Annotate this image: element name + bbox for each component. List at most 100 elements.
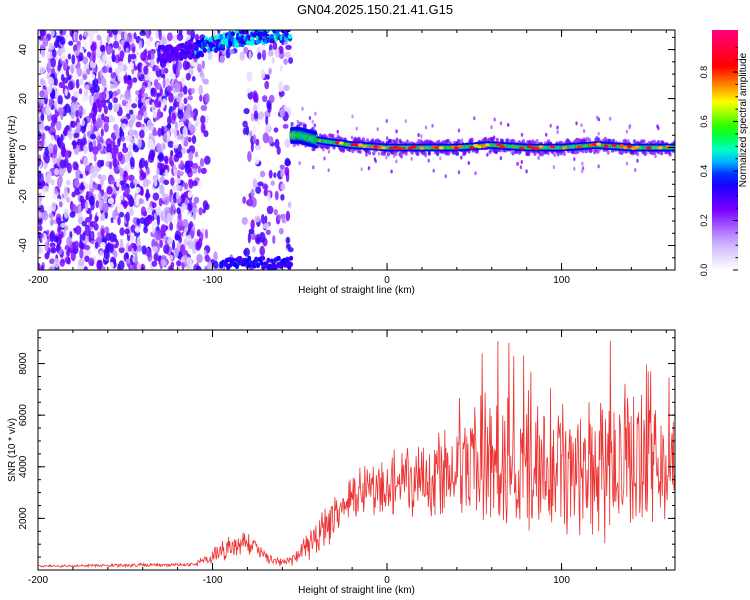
colorbar-tick-label: 0.0	[699, 264, 709, 277]
ridge-streak	[556, 125, 559, 130]
ridge-streak	[486, 152, 489, 157]
noise-blob	[96, 34, 101, 41]
noise-blob	[243, 247, 250, 257]
noise-blob	[177, 92, 184, 98]
ridge-streak	[545, 132, 548, 137]
noise-blob	[82, 56, 88, 65]
noise-blob	[166, 212, 173, 223]
noise-blob	[174, 233, 180, 241]
noise-blob	[272, 41, 278, 51]
noise-blob	[144, 149, 148, 158]
noise-blob	[119, 167, 124, 177]
noise-blob	[177, 134, 184, 140]
ridge-halo	[668, 152, 672, 157]
noise-blob	[79, 173, 84, 179]
ridge-streak	[654, 154, 657, 159]
noise-blob	[135, 90, 140, 96]
noise-blob	[164, 169, 169, 178]
noise-blob	[113, 144, 119, 155]
ridge-streak	[373, 157, 377, 162]
noise-blob	[57, 95, 63, 106]
noise-blob	[136, 262, 141, 270]
noise-blob	[48, 143, 55, 154]
upper-band-blob	[199, 52, 205, 58]
ridge-streak	[312, 165, 315, 170]
noise-blob	[191, 135, 197, 144]
noise-blob	[44, 146, 49, 157]
x-tick-label: -200	[28, 275, 48, 286]
noise-blob	[200, 167, 207, 175]
ridge-streak	[365, 152, 368, 157]
noise-blob	[111, 140, 116, 148]
noise-blob	[44, 89, 49, 99]
noise-blob	[145, 39, 151, 47]
noise-blob	[62, 61, 67, 71]
noise-blob	[46, 170, 52, 178]
noise-blob	[88, 233, 92, 243]
noise-blob	[52, 49, 57, 58]
noise-blob	[155, 230, 162, 241]
noise-blob	[70, 102, 77, 113]
noise-blob	[58, 81, 65, 89]
noise-blob	[58, 142, 66, 150]
noise-blob	[78, 78, 84, 86]
noise-blob	[272, 235, 276, 245]
noise-blob	[105, 152, 113, 161]
noise-blob	[117, 61, 124, 72]
ridge-halo	[657, 140, 661, 145]
noise-blob	[155, 82, 162, 90]
noise-blob	[175, 192, 180, 200]
upper-band-blob	[178, 55, 184, 62]
noise-blob	[124, 89, 131, 101]
noise-blob	[243, 46, 249, 54]
ridge-streak	[376, 127, 379, 132]
ridge-streak	[573, 157, 576, 162]
noise-blob	[66, 249, 71, 257]
noise-blob	[250, 142, 254, 153]
noise-blob	[253, 154, 260, 165]
ridge-halo	[436, 151, 440, 157]
noise-blob	[79, 241, 85, 251]
ridge-streak	[490, 125, 493, 130]
ridge-streak	[313, 123, 316, 128]
noise-blob	[180, 160, 184, 167]
noise-blob	[184, 182, 188, 190]
noise-blob	[252, 123, 256, 135]
ridge-streak	[549, 123, 552, 128]
ridge-halo	[446, 138, 450, 144]
noise-blob	[153, 252, 159, 262]
noise-blob	[197, 179, 204, 190]
noise-blob	[204, 155, 211, 165]
noise-blob	[147, 124, 155, 131]
noise-blob	[96, 37, 101, 49]
noise-blob	[113, 30, 119, 36]
noise-blob	[38, 244, 41, 253]
ridge-streak	[537, 156, 540, 160]
noise-blob	[94, 30, 98, 34]
noise-blob	[249, 130, 253, 138]
noise-blob	[262, 183, 268, 190]
noise-blob	[83, 156, 88, 167]
noise-blob	[256, 46, 262, 54]
noise-blob	[184, 197, 189, 206]
noise-blob	[86, 249, 92, 256]
noise-blob	[50, 218, 55, 226]
ridge-streak	[377, 151, 381, 156]
noise-blob	[168, 254, 174, 261]
noise-blob	[117, 216, 121, 226]
noise-blob	[285, 236, 291, 244]
noise-blob	[56, 216, 62, 225]
noise-blob	[165, 78, 170, 87]
noise-blob	[39, 44, 45, 50]
ridge-peak	[361, 144, 367, 148]
ridge-peak	[480, 144, 486, 149]
ridge-peak	[645, 146, 652, 150]
noise-blob	[124, 31, 128, 42]
noise-blob	[86, 131, 92, 137]
noise-blob	[150, 50, 155, 61]
lower-band-blob	[238, 256, 243, 261]
ridge-streak	[424, 153, 427, 158]
x-tick-label: -100	[203, 275, 223, 286]
noise-blob	[101, 61, 105, 67]
noise-blob	[140, 206, 147, 216]
